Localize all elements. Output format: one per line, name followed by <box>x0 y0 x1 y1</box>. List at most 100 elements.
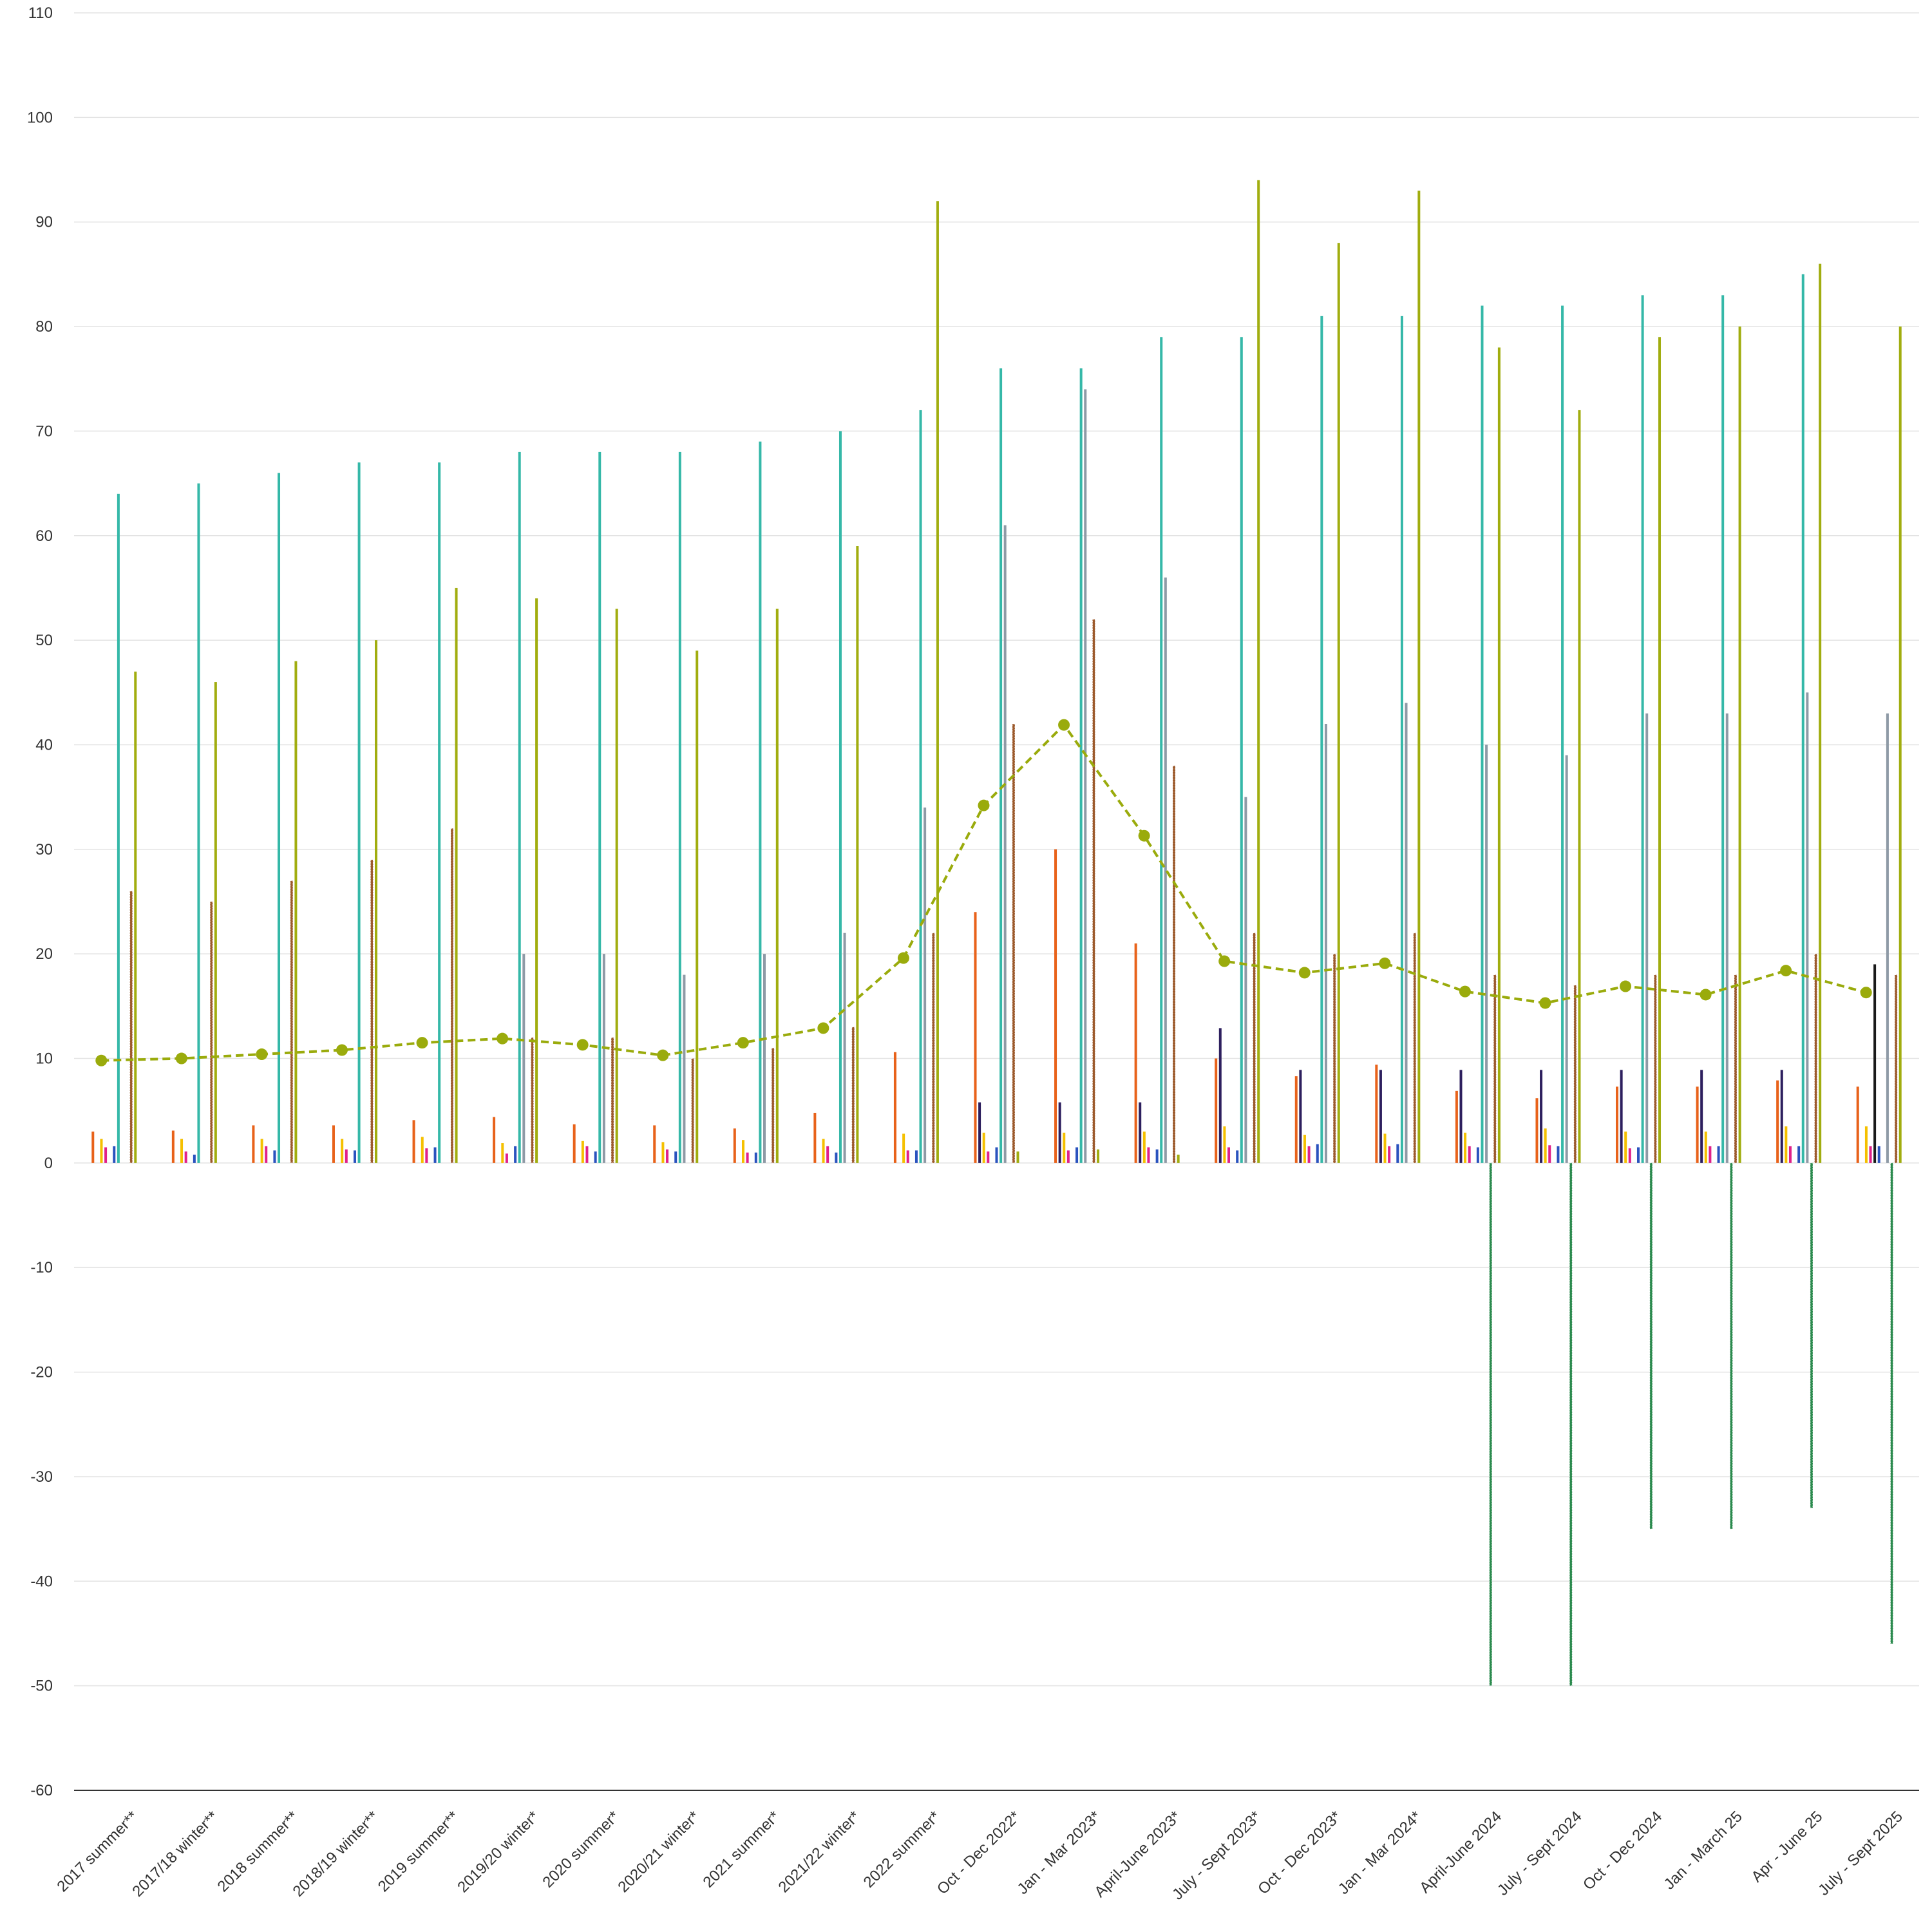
bar <box>598 451 601 1163</box>
bar <box>771 1047 775 1164</box>
bar <box>117 493 120 1163</box>
x-tick-label: 2019/20 winter* <box>454 1808 542 1896</box>
bar <box>1869 1146 1872 1163</box>
bar <box>602 954 605 1163</box>
bar <box>611 1037 614 1164</box>
bar <box>1413 933 1417 1164</box>
bar <box>822 1139 825 1163</box>
bar <box>1797 1146 1801 1163</box>
bar <box>1649 1162 1653 1530</box>
bar <box>1481 305 1484 1163</box>
bar <box>1738 327 1741 1163</box>
line-point <box>256 1048 268 1061</box>
bar <box>674 1151 677 1163</box>
x-tick-label: Oct - Dec 2022* <box>934 1808 1024 1898</box>
bar <box>1548 1145 1551 1163</box>
bar <box>1641 295 1644 1163</box>
y-tick-label: -30 <box>30 1468 53 1486</box>
line-point <box>1780 965 1792 977</box>
bar <box>906 1150 909 1163</box>
bar <box>374 640 377 1163</box>
bar <box>1616 1086 1619 1163</box>
line-point <box>1298 967 1311 979</box>
bar <box>1717 1146 1720 1163</box>
bar <box>1780 1070 1783 1163</box>
bar <box>100 1139 103 1163</box>
x-tick-label: Jan - March 25 <box>1661 1808 1746 1893</box>
bar <box>1400 316 1403 1163</box>
bar <box>1814 953 1817 1164</box>
bars <box>91 180 1902 1687</box>
bar <box>1785 1126 1788 1163</box>
y-tick-label: 50 <box>35 632 53 649</box>
bar <box>1066 1150 1070 1163</box>
bar <box>742 1140 745 1163</box>
line-point <box>737 1037 749 1049</box>
x-tick-label: 2018 summer** <box>214 1808 302 1895</box>
line-point <box>1539 997 1551 1009</box>
bar <box>1819 263 1822 1163</box>
bar <box>345 1149 348 1163</box>
bar <box>826 1146 829 1163</box>
bar <box>113 1146 116 1163</box>
bar <box>746 1152 749 1163</box>
bar <box>1063 1132 1066 1163</box>
bar <box>1092 619 1095 1164</box>
bar <box>678 451 681 1163</box>
bar <box>661 1142 665 1163</box>
y-tick-label: 70 <box>35 422 53 440</box>
bar <box>505 1153 508 1163</box>
bar <box>615 609 618 1163</box>
bar <box>754 1152 757 1163</box>
bar <box>252 1125 255 1163</box>
bar <box>594 1151 597 1163</box>
bar <box>129 891 133 1164</box>
bar <box>1485 744 1488 1163</box>
bar <box>691 1058 695 1164</box>
bar <box>1578 410 1581 1163</box>
bar <box>1561 305 1564 1163</box>
bar <box>518 451 521 1163</box>
bar <box>1257 180 1260 1163</box>
bar <box>104 1147 108 1163</box>
y-tick-label: 90 <box>35 214 53 231</box>
bar <box>1729 1162 1733 1530</box>
line-point <box>978 799 990 811</box>
y-tick-label: 60 <box>35 527 53 545</box>
bar <box>1016 1151 1019 1163</box>
y-tick-label: 100 <box>27 109 53 126</box>
line-point <box>1058 719 1070 731</box>
bar <box>332 1125 335 1163</box>
bar <box>1696 1086 1699 1163</box>
y-tick-label: 110 <box>28 5 53 22</box>
x-tick-label: July - Sept 2023* <box>1169 1808 1264 1903</box>
bar <box>843 933 846 1163</box>
bar <box>341 1139 344 1163</box>
bar <box>1215 1058 1218 1163</box>
bar <box>1337 243 1340 1163</box>
bar <box>1459 1070 1463 1163</box>
bar <box>501 1143 504 1163</box>
line-point <box>175 1052 187 1065</box>
y-tick-label: -60 <box>30 1782 53 1799</box>
x-tick-label: 2022 summer* <box>860 1808 943 1891</box>
line-path <box>101 723 1867 1062</box>
bar <box>1810 1162 1814 1509</box>
bar <box>1375 1065 1378 1163</box>
bar <box>1468 1146 1471 1163</box>
bar <box>357 462 361 1163</box>
bar <box>1155 1149 1159 1163</box>
bar <box>1801 274 1804 1163</box>
bar <box>733 1128 736 1163</box>
bar <box>1557 1146 1560 1163</box>
bar <box>1856 1086 1859 1163</box>
y-tick-label: 10 <box>35 1050 53 1068</box>
bar <box>134 671 137 1163</box>
bar <box>1417 191 1421 1163</box>
bar <box>696 650 699 1163</box>
bar <box>421 1137 424 1163</box>
bar <box>1645 713 1649 1163</box>
bar <box>353 1150 356 1163</box>
bar <box>1569 1162 1573 1687</box>
